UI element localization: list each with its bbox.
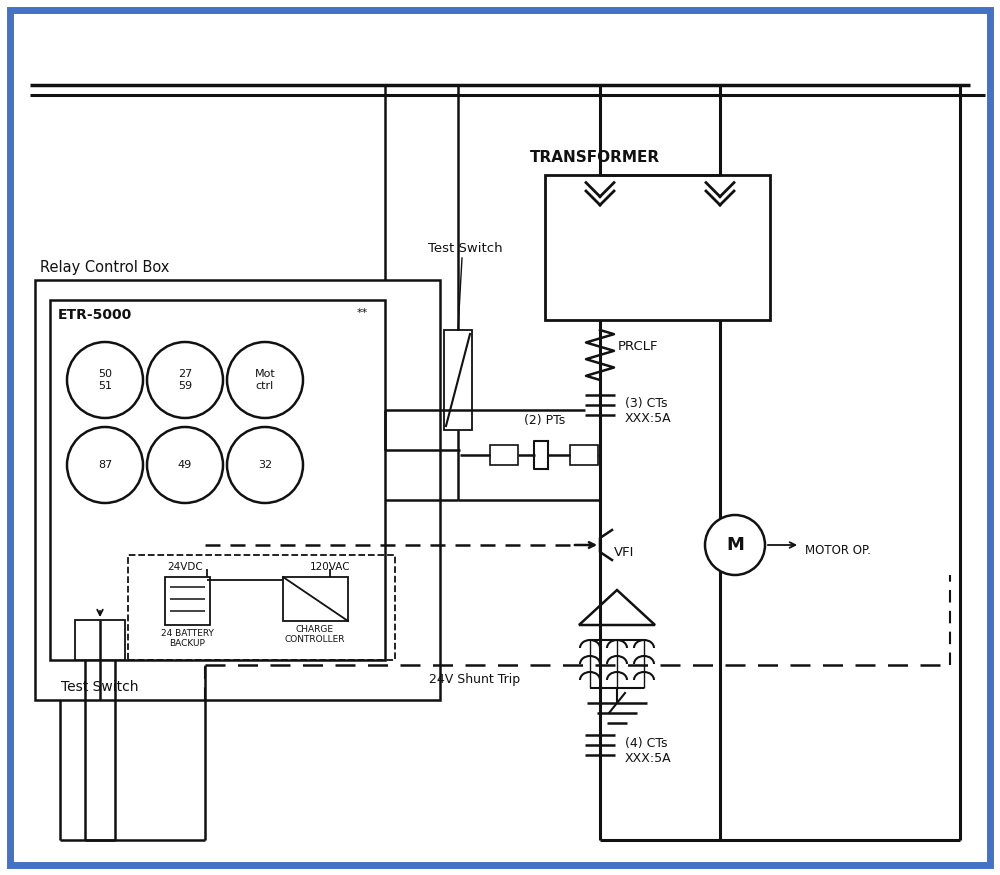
Circle shape bbox=[67, 427, 143, 503]
Text: Mot
ctrl: Mot ctrl bbox=[255, 369, 275, 391]
Bar bbox=[75, 620, 125, 660]
Text: M: M bbox=[726, 536, 744, 554]
Text: **: ** bbox=[357, 308, 368, 318]
Text: 87: 87 bbox=[98, 460, 112, 470]
Text: Relay Control Box: Relay Control Box bbox=[40, 260, 169, 275]
Text: PRCLF: PRCLF bbox=[618, 340, 658, 354]
Text: (2) PTs: (2) PTs bbox=[524, 414, 566, 427]
Text: 50
51: 50 51 bbox=[98, 369, 112, 391]
Text: ETR-5000: ETR-5000 bbox=[58, 308, 132, 322]
Circle shape bbox=[147, 427, 223, 503]
Bar bbox=[545, 175, 770, 320]
Text: CHARGE
CONTROLLER: CHARGE CONTROLLER bbox=[285, 625, 345, 644]
Text: 24VDC: 24VDC bbox=[167, 562, 203, 572]
Text: Test Switch: Test Switch bbox=[428, 242, 502, 255]
Circle shape bbox=[705, 515, 765, 575]
Bar bbox=[283, 577, 348, 621]
Text: TRANSFORMER: TRANSFORMER bbox=[530, 150, 660, 165]
Text: VFI: VFI bbox=[614, 547, 634, 559]
Circle shape bbox=[227, 342, 303, 418]
Text: 27
59: 27 59 bbox=[178, 369, 192, 391]
Circle shape bbox=[67, 342, 143, 418]
Bar bbox=[570, 445, 598, 465]
Text: Test Switch: Test Switch bbox=[61, 680, 139, 694]
Circle shape bbox=[147, 342, 223, 418]
Text: 120VAC: 120VAC bbox=[310, 562, 350, 572]
Bar bbox=[128, 555, 395, 660]
Text: (4) CTs
XXX:5A: (4) CTs XXX:5A bbox=[625, 737, 672, 765]
Bar bbox=[35, 280, 440, 700]
Circle shape bbox=[227, 427, 303, 503]
Text: (3) CTs
XXX:5A: (3) CTs XXX:5A bbox=[625, 397, 672, 425]
Text: 24V Shunt Trip: 24V Shunt Trip bbox=[429, 673, 521, 686]
Text: 49: 49 bbox=[178, 460, 192, 470]
Bar bbox=[165, 577, 210, 625]
Bar bbox=[444, 330, 472, 430]
Text: 24 BATTERY
BACKUP: 24 BATTERY BACKUP bbox=[161, 629, 213, 648]
Bar bbox=[50, 300, 385, 660]
Bar bbox=[490, 445, 518, 465]
Text: MOTOR OP.: MOTOR OP. bbox=[805, 544, 871, 557]
Text: 32: 32 bbox=[258, 460, 272, 470]
